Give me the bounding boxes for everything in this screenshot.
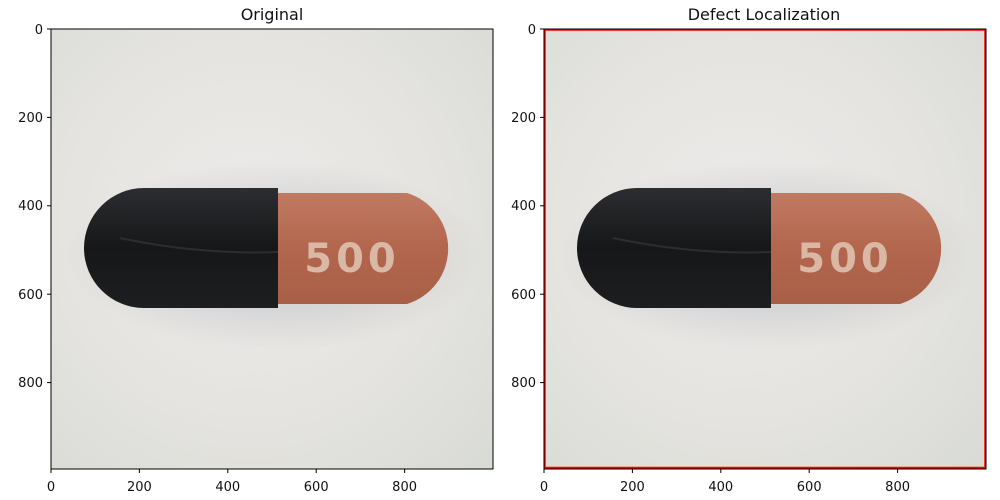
x-axis: 0 200 400 600 800 [540,469,910,495]
capsule: 500 [577,188,942,308]
x-tick-label: 200 [620,480,645,495]
x-tick-label: 400 [215,480,240,495]
capsule-imprint: 500 [797,236,893,282]
panel-original: Original 500 0 200 400 600 80 [18,5,494,495]
x-tick-label: 600 [304,480,329,495]
panel-defect-localization: Defect Localization 500 0 200 400 6 [511,5,987,495]
y-tick-label: 0 [528,23,536,38]
y-tick-label: 800 [18,376,43,391]
panel-title: Defect Localization [688,5,841,24]
x-tick-label: 800 [392,480,417,495]
capsule: 500 [84,188,449,308]
panel-title: Original [241,5,304,24]
x-axis: 0 200 400 600 800 [47,469,417,495]
image-original: 500 [51,29,493,469]
y-tick-label: 200 [511,111,536,126]
y-tick-label: 800 [511,376,536,391]
x-tick-label: 400 [708,480,733,495]
x-tick-label: 200 [127,480,152,495]
capsule-imprint: 500 [304,236,400,282]
y-axis: 0 200 400 600 800 [18,23,51,391]
y-tick-label: 200 [18,111,43,126]
x-tick-label: 0 [47,480,55,495]
y-tick-label: 400 [511,199,536,214]
y-tick-label: 600 [18,288,43,303]
x-tick-label: 600 [797,480,822,495]
x-tick-label: 800 [885,480,910,495]
image-defect-localization: 500 [544,29,986,470]
y-axis: 0 200 400 600 800 [511,23,544,391]
y-tick-label: 400 [18,199,43,214]
y-tick-label: 0 [35,23,43,38]
x-tick-label: 0 [540,480,548,495]
y-tick-label: 600 [511,288,536,303]
